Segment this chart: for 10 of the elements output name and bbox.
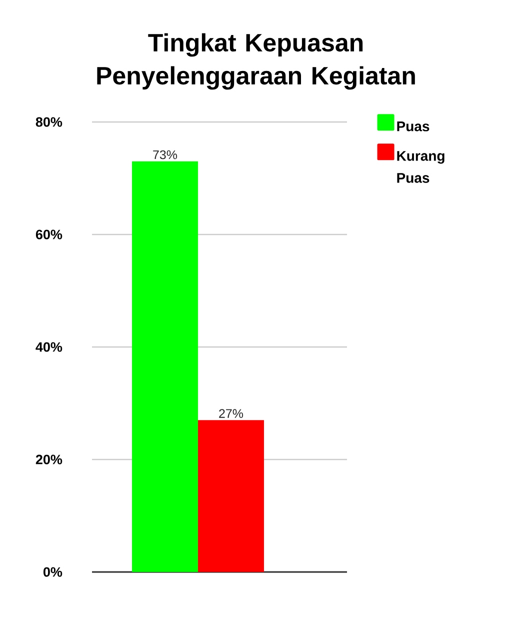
y-tick-label: 0% [43, 567, 62, 577]
legend-label: Puas [397, 122, 430, 132]
y-tick-label: 20% [36, 454, 62, 464]
data-label: 73% [153, 150, 178, 160]
legend-label: Kurang Puas [397, 151, 444, 183]
y-tick-label: 60% [36, 230, 62, 240]
y-tick-label: 80% [36, 117, 62, 127]
chart-title: Tingkat Kepuasan Penyelenggaraan Kegiatan [97, 33, 415, 90]
y-tick-label: 40% [36, 342, 62, 352]
data-label: 27% [219, 409, 244, 418]
